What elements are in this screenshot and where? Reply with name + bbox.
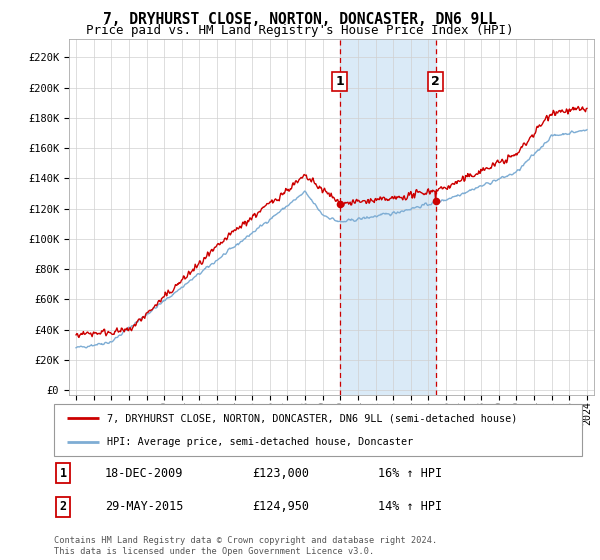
Text: 7, DRYHURST CLOSE, NORTON, DONCASTER, DN6 9LL: 7, DRYHURST CLOSE, NORTON, DONCASTER, DN… <box>103 12 497 27</box>
Text: HPI: Average price, semi-detached house, Doncaster: HPI: Average price, semi-detached house,… <box>107 437 413 447</box>
Text: 7, DRYHURST CLOSE, NORTON, DONCASTER, DN6 9LL (semi-detached house): 7, DRYHURST CLOSE, NORTON, DONCASTER, DN… <box>107 413 517 423</box>
Text: Price paid vs. HM Land Registry's House Price Index (HPI): Price paid vs. HM Land Registry's House … <box>86 24 514 36</box>
Text: 16% ↑ HPI: 16% ↑ HPI <box>378 466 442 480</box>
Text: 1: 1 <box>59 466 67 480</box>
Text: Contains HM Land Registry data © Crown copyright and database right 2024.
This d: Contains HM Land Registry data © Crown c… <box>54 536 437 556</box>
Text: 18-DEC-2009: 18-DEC-2009 <box>105 466 184 480</box>
Text: 2: 2 <box>431 75 440 88</box>
Text: £124,950: £124,950 <box>252 500 309 514</box>
Text: 2: 2 <box>59 500 67 514</box>
Text: £123,000: £123,000 <box>252 466 309 480</box>
Text: 29-MAY-2015: 29-MAY-2015 <box>105 500 184 514</box>
FancyBboxPatch shape <box>54 404 582 456</box>
Text: 1: 1 <box>335 75 344 88</box>
Bar <box>340 39 436 395</box>
Text: 14% ↑ HPI: 14% ↑ HPI <box>378 500 442 514</box>
